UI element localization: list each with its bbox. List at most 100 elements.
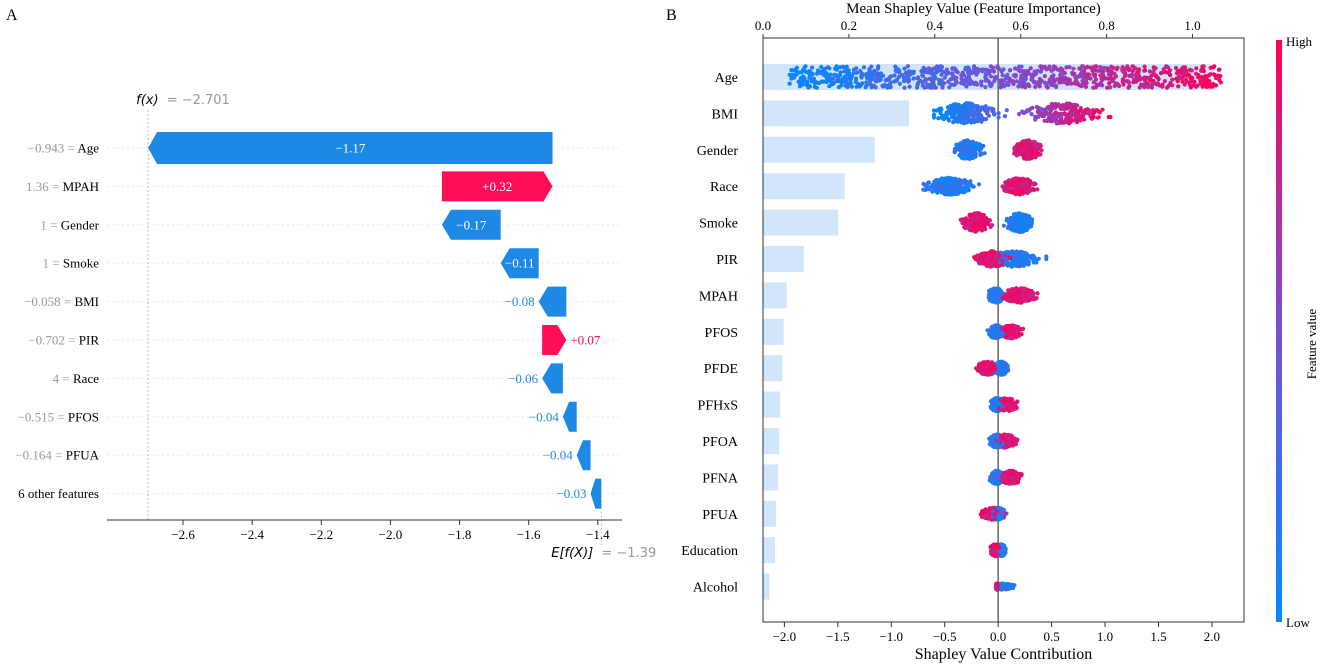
fx-prefix: f(x) [136, 93, 158, 108]
shap-point-age [1178, 75, 1183, 80]
shap-point-age [1151, 69, 1156, 74]
shap-point-bmi [1095, 115, 1100, 120]
shap-point-age [1001, 67, 1006, 72]
shap-point-gender [971, 155, 976, 160]
shap-point-pfos [996, 335, 1001, 340]
shap-point-mpah [1034, 296, 1039, 301]
shap-point-bmi [1078, 116, 1083, 121]
waterfall-xtick-label: −1.8 [448, 527, 472, 542]
shap-point-age [944, 67, 950, 72]
shap-point-pir [1044, 254, 1049, 259]
shap-point-age [997, 66, 1002, 71]
shap-point-pfhxs [1006, 398, 1011, 403]
shap-point-age [1099, 67, 1105, 72]
shap-point-age [1170, 77, 1175, 82]
shap-point-race [1006, 186, 1011, 191]
shap-point-age [1150, 78, 1155, 83]
waterfall-bar-label: −0.06 [508, 371, 539, 386]
shap-point-age [1085, 72, 1090, 77]
shap-point-age [1053, 83, 1058, 88]
shap-point-age [1032, 69, 1037, 74]
shap-point-bmi [961, 117, 966, 122]
shap-point-age [1011, 73, 1016, 78]
shap-point-age [990, 65, 996, 70]
shap-point-race [1028, 187, 1033, 192]
shap-point-age [1011, 81, 1016, 87]
shap-point-bmi [1086, 111, 1091, 116]
shap-point-pfde [984, 363, 989, 368]
shap-point-race [1023, 190, 1029, 195]
shap-point-pir [1031, 253, 1036, 258]
shap-point-age [846, 70, 852, 75]
shap-point-race [932, 187, 937, 192]
shap-point-pfhxs [992, 405, 997, 410]
feature-value: −0.702 = [28, 333, 78, 348]
shap-point-mpah [997, 299, 1002, 304]
shap-point-age [966, 81, 971, 86]
shap-point-age [1164, 85, 1170, 90]
importance-bar-pfoa [763, 428, 780, 454]
shap-point-pfde [986, 371, 991, 376]
shap-point-age [1093, 77, 1099, 82]
shap-point-pfos [1015, 329, 1020, 334]
shap-point-age [794, 65, 800, 70]
shap-point-bmi [980, 105, 986, 110]
shap-point-smoke [971, 224, 976, 229]
shap-point-age [1153, 66, 1158, 71]
waterfall-xtick-label: −2.6 [171, 527, 195, 542]
shap-point-age [869, 77, 874, 82]
shap-point-age [1190, 79, 1195, 84]
importance-bar-education [763, 537, 776, 564]
shap-point-age [1038, 64, 1043, 69]
shap-point-age [805, 81, 810, 86]
shap-point-age [929, 71, 934, 76]
shap-point-age [975, 82, 980, 87]
shap-point-bmi [1091, 115, 1096, 120]
shap-point-bmi [1073, 115, 1079, 120]
shap-point-age [879, 73, 884, 79]
shap-point-age [1201, 82, 1207, 87]
shap-point-age [1124, 66, 1129, 71]
shap-point-age [887, 76, 892, 81]
waterfall-bar-pfos [562, 401, 577, 432]
shap-point-age [893, 65, 898, 70]
shap-point-age [907, 77, 912, 82]
shap-point-age [1016, 67, 1021, 72]
shap-point-age [875, 75, 880, 81]
shap-point-age [1080, 64, 1085, 69]
shap-point-mpah [1005, 296, 1010, 301]
shap-point-age [902, 85, 907, 90]
shap-point-age [1000, 73, 1005, 78]
waterfall-bar-pfua [576, 440, 591, 471]
shap-point-age [1083, 84, 1089, 89]
shap-point-age [822, 69, 827, 74]
shap-point-age [988, 84, 994, 89]
shap-point-age [864, 82, 870, 87]
shap-point-age [796, 70, 802, 75]
shap-point-bmi [1053, 101, 1058, 107]
shap-point-age [887, 82, 892, 87]
shap-point-age [870, 70, 875, 75]
feature-value: 1 = [40, 217, 60, 232]
shap-point-age [925, 84, 930, 89]
shap-point-age [963, 67, 968, 72]
shap-point-pfos [1004, 326, 1009, 331]
shap-point-age [1079, 71, 1084, 76]
shap-point-bmi [985, 108, 990, 113]
shap-point-age [1022, 69, 1027, 74]
shap-point-smoke [970, 213, 975, 218]
shap-point-pfde [977, 367, 982, 372]
shap-point-bmi [931, 108, 937, 113]
shap-point-bmi [938, 111, 943, 116]
shap-point-bmi [977, 112, 983, 117]
shap-point-age [983, 85, 988, 90]
shap-point-smoke [1014, 223, 1019, 228]
waterfall-bar-smoke [500, 248, 539, 279]
shap-point-age [1026, 82, 1031, 87]
fx-value: = −2.701 [167, 93, 230, 108]
shap-point-age [1055, 67, 1060, 72]
shap-point-age [992, 78, 997, 83]
shap-point-pfos [1008, 327, 1013, 332]
waterfall-bar-label: −0.04 [529, 409, 560, 424]
shap-point-age [969, 70, 974, 76]
